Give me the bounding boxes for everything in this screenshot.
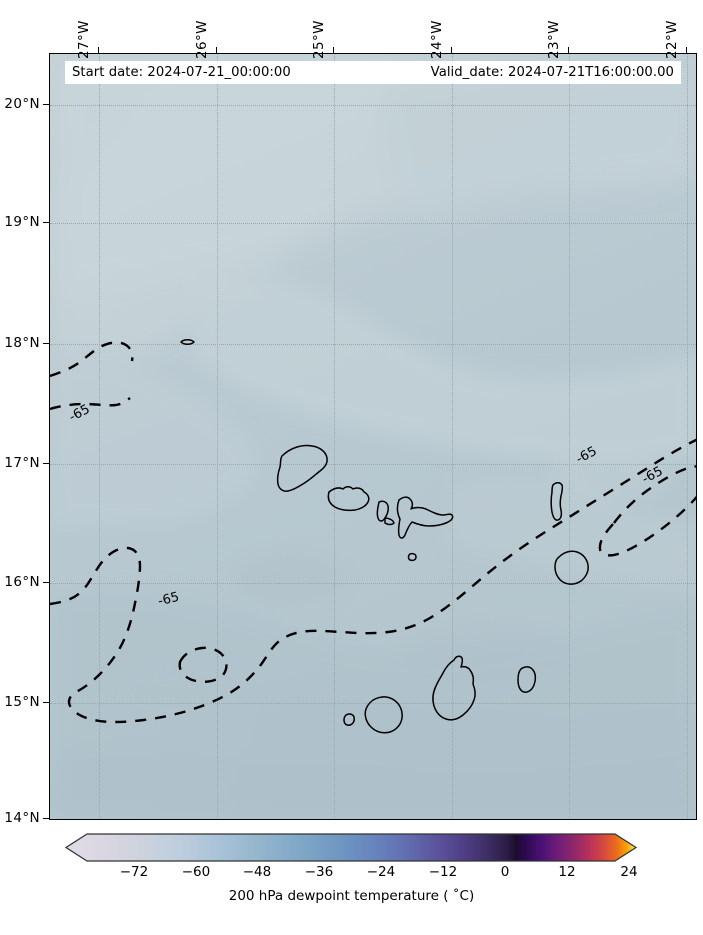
gridline-lat-18 xyxy=(50,344,696,345)
lat-tick-19 xyxy=(43,222,49,223)
gridline-lon-25 xyxy=(334,54,335,819)
colorbar-tick-label: −60 xyxy=(181,864,211,880)
colorbar-tick-label: −12 xyxy=(428,864,458,880)
dewpoint-shaded-field xyxy=(50,54,696,819)
lon-tick-label-22: 22°W xyxy=(664,20,680,59)
colorbar-tick-label: 0 xyxy=(500,864,510,880)
lat-tick-17 xyxy=(43,463,49,464)
lon-tick-label-23: 23°W xyxy=(546,20,562,59)
lon-tick-label-27: 27°W xyxy=(76,20,92,59)
lat-tick-15 xyxy=(43,702,49,703)
lon-tick-22 xyxy=(686,47,687,53)
lat-tick-16 xyxy=(43,582,49,583)
colorbar-tick-label: −72 xyxy=(119,864,149,880)
lon-tick-26 xyxy=(216,47,217,53)
colorbar-tick-label: 12 xyxy=(558,864,576,880)
gridline-lon-22 xyxy=(687,54,688,819)
coastlines xyxy=(180,339,589,734)
valid-date-text: Valid_date: 2024-07-21T16:00:00.00 xyxy=(430,65,674,80)
contour-lines-minus65 xyxy=(50,341,696,724)
lat-tick-label-20: 20°N xyxy=(4,96,40,112)
start-date-text: Start date: 2024-07-21_00:00:00 xyxy=(72,65,291,80)
lon-tick-label-26: 26°W xyxy=(194,20,210,59)
lon-tick-label-24: 24°W xyxy=(429,20,445,59)
lat-tick-label-17: 17°N xyxy=(4,455,40,471)
lat-tick-14 xyxy=(43,818,49,819)
colorbar-axis-label: 200 hPa dewpoint temperature ( ˚C) xyxy=(228,888,475,904)
colorbar-tick-label: 24 xyxy=(620,864,638,880)
gridline-lat-16 xyxy=(50,583,696,584)
lat-tick-label-18: 18°N xyxy=(4,335,40,351)
lat-tick-label-15: 15°N xyxy=(4,694,40,710)
lon-tick-24 xyxy=(451,47,452,53)
gridline-lat-19 xyxy=(50,223,696,224)
lat-tick-18 xyxy=(43,343,49,344)
gridline-lat-20 xyxy=(50,105,696,106)
lat-tick-label-19: 19°N xyxy=(4,214,40,230)
info-banner: Start date: 2024-07-21_00:00:00 Valid_da… xyxy=(65,61,681,84)
gridline-lat-17 xyxy=(50,464,696,465)
gridline-lon-23 xyxy=(569,54,570,819)
gridline-lon-24 xyxy=(452,54,453,819)
gridline-lat-15 xyxy=(50,703,696,704)
lon-tick-25 xyxy=(333,47,334,53)
lat-tick-20 xyxy=(43,104,49,105)
gridline-lon-27 xyxy=(99,54,100,819)
gridline-lon-26 xyxy=(217,54,218,819)
map-overlay xyxy=(50,54,696,819)
map-plot-area[interactable]: -65 -65 -65 -65 xyxy=(49,53,697,820)
colorbar-tick-label: −36 xyxy=(304,864,334,880)
colorbar[interactable]: −72 −60 −48 −36 −24 −12 0 12 24 xyxy=(65,833,638,880)
lon-tick-27 xyxy=(98,47,99,53)
lon-tick-label-25: 25°W xyxy=(311,20,327,59)
colorbar-tick-label: −24 xyxy=(366,864,396,880)
lat-tick-label-16: 16°N xyxy=(4,574,40,590)
colorbar-tick-label: −48 xyxy=(242,864,272,880)
lat-tick-label-14: 14°N xyxy=(4,810,40,826)
gridline-lat-14 xyxy=(50,819,696,820)
lon-tick-23 xyxy=(568,47,569,53)
